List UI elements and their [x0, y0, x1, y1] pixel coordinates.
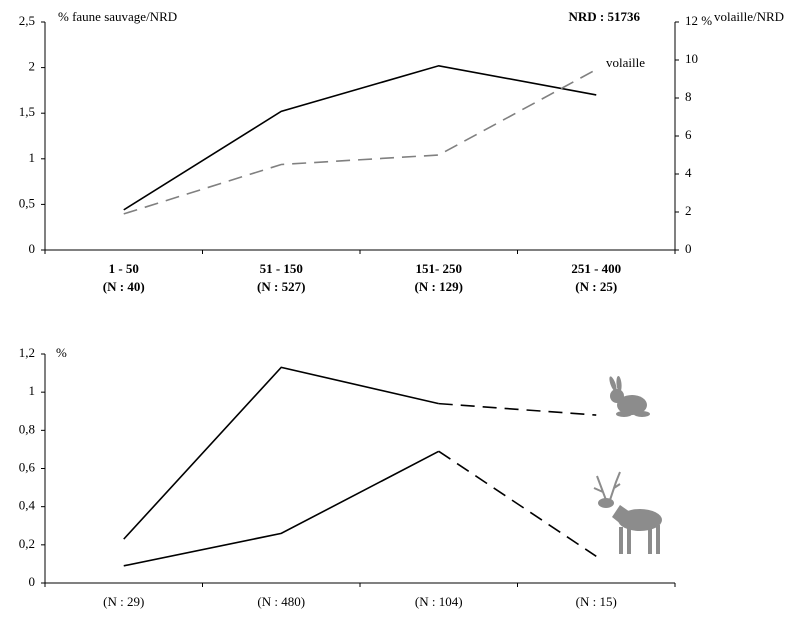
y2-tick-label: 0 [685, 241, 692, 256]
y-tick-label: 0,6 [19, 459, 36, 474]
series-line [123, 68, 597, 215]
y2-tick-label: 2 [685, 203, 692, 218]
y-tick-label: 1,5 [19, 104, 35, 119]
y2-tick-label: 8 [685, 89, 692, 104]
x-sublabel: (N : 527) [257, 279, 305, 294]
annotation: volaille [606, 55, 645, 70]
series-line-dashed [438, 402, 597, 416]
x-sublabel: (N : 40) [103, 279, 145, 294]
deer-icon [593, 471, 662, 554]
x-tick-label: (N : 104) [415, 594, 463, 609]
y-tick-label: 0,8 [19, 421, 35, 436]
y-tick-label: 0 [29, 241, 36, 256]
series-line-dashed [438, 450, 597, 557]
y-tick-label: 0 [29, 574, 36, 589]
x-tick-label: (N : 480) [257, 594, 305, 609]
y-tick-label: 1 [29, 150, 36, 165]
y-tick-label: 2 [29, 59, 36, 74]
y-tick-label: 0,5 [19, 195, 35, 210]
y2-tick-label: 12 % [685, 13, 712, 28]
series-line [123, 450, 440, 567]
y-tick-label: 0,2 [19, 536, 35, 551]
x-tick-label: (N : 29) [103, 594, 144, 609]
x-tick-label: 151- 250 [415, 261, 462, 276]
x-tick-label: 1 - 50 [109, 261, 139, 276]
y2-tick-label: 10 [685, 51, 698, 66]
y-tick-label: 0,4 [19, 498, 36, 513]
y-axis-label: % faune sauvage/NRD [58, 9, 177, 24]
y2-tick-label: 4 [685, 165, 692, 180]
x-tick-label: (N : 15) [576, 594, 617, 609]
y-tick-label: 2,5 [19, 13, 35, 28]
series-line [123, 366, 439, 540]
y-tick-label: 1 [29, 383, 36, 398]
x-sublabel: (N : 129) [415, 279, 463, 294]
hare-icon [609, 376, 650, 417]
y-axis-label: % [56, 345, 67, 360]
series-line [123, 64, 597, 211]
y-tick-label: 1,2 [19, 345, 35, 360]
x-tick-label: 51 - 150 [260, 261, 303, 276]
y2-axis-label: volaille/NRD [714, 9, 784, 24]
annotation: NRD : 51736 [569, 9, 641, 24]
x-tick-label: 251 - 400 [571, 261, 621, 276]
y2-tick-label: 6 [685, 127, 692, 142]
x-sublabel: (N : 25) [575, 279, 617, 294]
